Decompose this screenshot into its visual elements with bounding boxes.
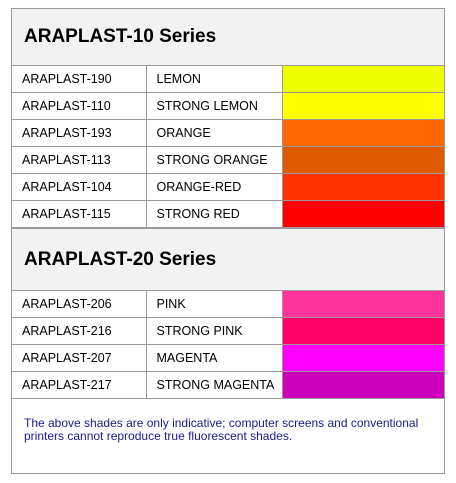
shade-name: STRONG MAGENTA xyxy=(145,371,283,399)
shade-name: MAGENTA xyxy=(145,344,283,372)
color-swatch xyxy=(283,66,444,92)
shade-chart: ARAPLAST-10 Series ARAPLAST-190 LEMON AR… xyxy=(11,8,445,474)
shade-code: ARAPLAST-113 xyxy=(12,146,147,174)
shade-name: STRONG ORANGE xyxy=(145,146,283,174)
shade-name: STRONG PINK xyxy=(145,317,283,345)
shade-code: ARAPLAST-207 xyxy=(12,344,147,372)
series-table-20: ARAPLAST-206 PINK ARAPLAST-216 STRONG PI… xyxy=(12,290,444,399)
shade-code: ARAPLAST-217 xyxy=(12,371,147,399)
color-swatch xyxy=(283,120,444,146)
table-row: ARAPLAST-104 ORANGE-RED xyxy=(12,173,444,201)
shade-name: LEMON xyxy=(145,65,283,93)
table-row: ARAPLAST-190 LEMON xyxy=(12,65,444,93)
color-swatch xyxy=(283,318,444,344)
shade-code: ARAPLAST-190 xyxy=(12,65,147,93)
shade-code: ARAPLAST-104 xyxy=(12,173,147,201)
shade-name: ORANGE-RED xyxy=(145,173,283,201)
color-swatch xyxy=(283,93,444,119)
table-row: ARAPLAST-193 ORANGE xyxy=(12,119,444,147)
shade-code: ARAPLAST-193 xyxy=(12,119,147,147)
color-swatch xyxy=(283,201,444,227)
series-title-10: ARAPLAST-10 Series xyxy=(12,9,444,65)
shade-code: ARAPLAST-216 xyxy=(12,317,147,345)
shade-name: PINK xyxy=(145,290,283,318)
color-swatch xyxy=(283,372,444,398)
color-swatch xyxy=(283,345,444,371)
series-table-10: ARAPLAST-190 LEMON ARAPLAST-110 STRONG L… xyxy=(12,65,444,228)
shade-name: STRONG RED xyxy=(145,200,283,228)
color-swatch xyxy=(283,147,444,173)
disclaimer-note: The above shades are only indicative; co… xyxy=(24,416,419,443)
table-row: ARAPLAST-113 STRONG ORANGE xyxy=(12,146,444,174)
shade-code: ARAPLAST-206 xyxy=(12,290,147,318)
table-row: ARAPLAST-216 STRONG PINK xyxy=(12,317,444,345)
shade-name: STRONG LEMON xyxy=(145,92,283,120)
shade-name: ORANGE xyxy=(145,119,283,147)
table-row: ARAPLAST-110 STRONG LEMON xyxy=(12,92,444,120)
table-row: ARAPLAST-207 MAGENTA xyxy=(12,344,444,372)
color-swatch xyxy=(283,174,444,200)
table-row: ARAPLAST-115 STRONG RED xyxy=(12,200,444,228)
table-row: ARAPLAST-217 STRONG MAGENTA xyxy=(12,371,444,399)
color-swatch xyxy=(283,291,444,317)
table-row: ARAPLAST-206 PINK xyxy=(12,290,444,318)
shade-code: ARAPLAST-110 xyxy=(12,92,147,120)
series-title-20: ARAPLAST-20 Series xyxy=(12,228,444,290)
shade-code: ARAPLAST-115 xyxy=(12,200,147,228)
